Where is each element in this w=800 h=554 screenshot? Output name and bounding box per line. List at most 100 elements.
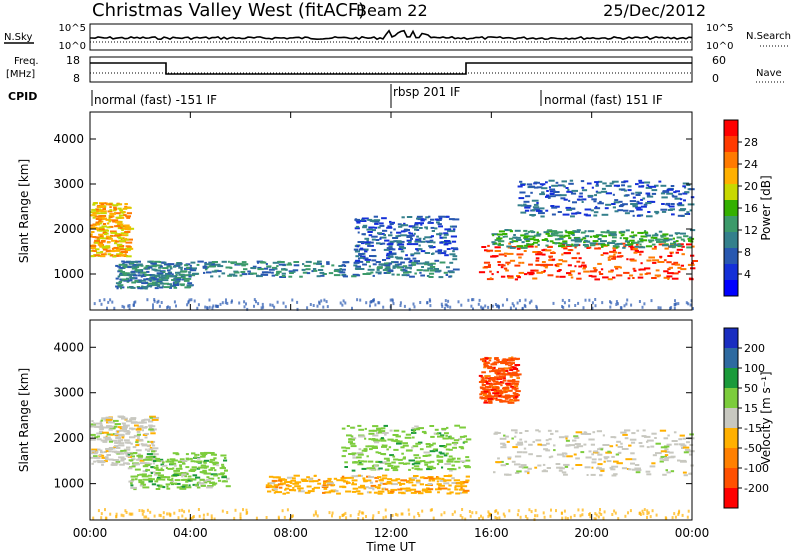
velocity-region-3	[265, 474, 470, 495]
velocity-ytick-label-1: 4000	[53, 340, 84, 354]
power-colorbar-tick-4: 16	[744, 202, 758, 215]
power-region-4	[353, 215, 460, 263]
power-panel: 4000 3000 2000 1000 Slant Range [km] 28 24 20…	[17, 111, 773, 311]
power-colorbar-tick-3: 20	[744, 180, 758, 193]
station-title: Christmas Valley West (fitACF)	[92, 0, 365, 21]
power-ylabel: Slant Range [km]	[17, 159, 31, 263]
velocity-colorbar-cell-8	[724, 468, 738, 489]
power-region-3	[190, 260, 460, 279]
velocity-colorbar-tick-2: 100	[744, 362, 765, 375]
power-data-layer	[90, 179, 698, 311]
power-colorbar-cell-6	[724, 200, 738, 217]
x-tick-label-7: 00:00	[675, 526, 710, 540]
noise-right-tick-top: 10^5	[706, 23, 733, 34]
power-colorbar-tick-6: 8	[744, 246, 751, 259]
freq-left-label-2: [MHz]	[6, 69, 35, 80]
noise-right-tick-bottom: 10^0	[706, 41, 733, 52]
power-colorbar-cell-7	[724, 216, 738, 233]
cpid-segment-3: normal (fast) 151 IF	[544, 93, 663, 107]
power-colorbar-tick-7: 4	[744, 268, 751, 281]
noise-right-label: N.Search	[746, 31, 791, 42]
power-region-1	[90, 202, 135, 258]
beam-label: Beam 22	[356, 1, 428, 20]
freq-right-label: Nave	[756, 68, 782, 79]
velocity-colorbar-cell-1	[724, 328, 738, 349]
cpid-row: CPID normal (fast) -151 IF rbsp 201 IF n…	[8, 84, 663, 108]
frequency-step-line	[90, 62, 692, 75]
cpid-segment-2: rbsp 201 IF	[393, 85, 460, 99]
power-y-axis: 4000 3000 2000 1000	[53, 132, 692, 281]
velocity-colorbar-cell-4	[724, 388, 738, 409]
power-colorbar-cell-1	[724, 120, 738, 137]
freq-right-tick-top: 60	[712, 54, 726, 67]
velocity-colorbar: 200 100 50 15 -15 -50 -100 -200	[723, 327, 769, 509]
noise-panel: N.Sky 10^5 10^0 10^5 10^0 N.Search	[4, 23, 791, 52]
power-colorbar-cell-11	[724, 280, 738, 297]
velocity-region-4	[341, 424, 472, 472]
x-tick-label-6: 20:00	[574, 526, 609, 540]
power-region-2	[115, 260, 197, 290]
x-tick-label-4: 12:00	[374, 526, 409, 540]
x-tick-label-2: 04:00	[173, 526, 208, 540]
velocity-ylabel: Slant Range [km]	[17, 368, 31, 472]
power-ytick-label-3: 2000	[53, 222, 84, 236]
power-colorbar-label: Power [dB]	[759, 175, 773, 240]
power-colorbar-tick-1: 28	[744, 136, 758, 149]
velocity-colorbar-tick-4: 15	[744, 402, 758, 415]
velocity-colorbar-tick-3: 50	[744, 382, 758, 395]
velocity-colorbar-cell-3	[724, 368, 738, 389]
x-tick-label-5: 16:00	[474, 526, 509, 540]
power-ytick-label-4: 1000	[53, 267, 84, 281]
velocity-region-1	[90, 415, 160, 467]
velocity-colorbar-cell-9	[724, 488, 738, 509]
power-region-7	[517, 179, 695, 218]
noise-left-tick-bottom: 10^0	[59, 41, 86, 52]
velocity-colorbar-cell-6	[724, 428, 738, 449]
power-colorbar-cell-5	[724, 184, 738, 201]
power-ground-scatter	[93, 298, 694, 311]
noise-sky-line	[90, 29, 693, 41]
power-colorbar-cell-9	[724, 248, 738, 265]
velocity-colorbar-cell-7	[724, 448, 738, 469]
x-tick-label-3: 08:00	[273, 526, 308, 540]
noise-left-tick-top: 10^5	[59, 23, 86, 34]
cpid-label: CPID	[8, 90, 37, 103]
velocity-colorbar-tick-6: -50	[744, 442, 762, 455]
freq-left-label-1: Freq.	[14, 56, 39, 67]
velocity-ytick-label-4: 1000	[53, 477, 84, 491]
date-label: 25/Dec/2012	[603, 1, 706, 20]
time-x-axis: 00:00 04:00 08:00 12:00 16:00 20:00 00:00	[73, 112, 710, 540]
velocity-panel: 4000 3000 2000 1000 Slant Range [km] 200 100…	[17, 319, 773, 521]
velocity-ytick-label-2: 3000	[53, 386, 84, 400]
velocity-data-layer	[90, 356, 695, 521]
x-axis-label: Time UT	[365, 540, 416, 554]
velocity-colorbar-tick-5: -15	[744, 422, 762, 435]
velocity-ytick-label-3: 2000	[53, 431, 84, 445]
noise-left-label: N.Sky	[4, 32, 32, 43]
velocity-ground-scatter	[92, 508, 690, 521]
x-tick-label-1: 00:00	[73, 526, 108, 540]
velocity-colorbar-cell-5	[724, 408, 738, 429]
velocity-colorbar-tick-8: -200	[744, 482, 769, 495]
velocity-y-axis: 4000 3000 2000 1000	[53, 340, 692, 491]
velocity-region-2	[127, 451, 231, 491]
velocity-colorbar-tick-7: -100	[744, 462, 769, 475]
velocity-region-6	[478, 356, 522, 404]
power-colorbar-cell-3	[724, 152, 738, 169]
freq-left-tick-bottom: 8	[73, 72, 80, 85]
power-region-6	[491, 229, 696, 249]
velocity-colorbar-tick-1: 200	[744, 342, 765, 355]
cpid-segment-1: normal (fast) -151 IF	[94, 93, 217, 107]
power-colorbar-tick-2: 24	[744, 158, 758, 171]
power-colorbar-cell-2	[724, 136, 738, 153]
freq-left-tick-top: 18	[66, 54, 80, 67]
frequency-panel: Freq. [MHz] 18 8 60 0 Nave	[6, 54, 786, 85]
power-ytick-label-1: 4000	[53, 132, 84, 146]
freq-right-tick-bottom: 0	[712, 72, 719, 85]
velocity-colorbar-cell-2	[724, 348, 738, 369]
power-colorbar-cell-8	[724, 232, 738, 249]
velocity-region-5	[493, 429, 695, 477]
power-colorbar-tick-5: 12	[744, 224, 758, 237]
power-colorbar-cell-4	[724, 168, 738, 185]
